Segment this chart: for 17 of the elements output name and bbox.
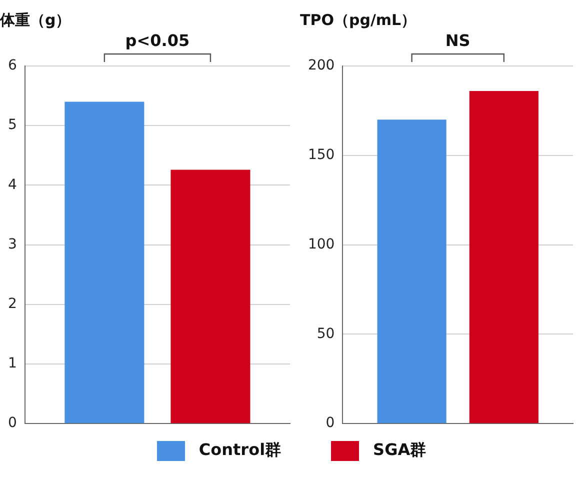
text: NS bbox=[445, 31, 470, 50]
y-tick-label: 200 bbox=[308, 58, 335, 74]
y-tick-label: 2 bbox=[8, 296, 17, 312]
y-tick-label: 6 bbox=[8, 58, 17, 74]
y-tick-label: 4 bbox=[8, 176, 17, 193]
legend-label: Control群 bbox=[198, 440, 282, 461]
y-tick-label: 100 bbox=[308, 236, 335, 252]
y-tick-label: 1 bbox=[8, 356, 17, 372]
y-tick-label: 3 bbox=[8, 236, 17, 252]
y-tick-label: 50 bbox=[316, 326, 335, 342]
y-axis-title: TPO（pg/mL） bbox=[300, 10, 416, 29]
legend-label: SGA群 bbox=[373, 440, 426, 461]
y-tick-label: 5 bbox=[8, 117, 17, 134]
y-tick-label: 0 bbox=[326, 415, 335, 432]
y-tick-label: 150 bbox=[308, 147, 335, 164]
y-tick-label: 0 bbox=[8, 415, 17, 432]
text: p<0.05 bbox=[125, 31, 190, 50]
